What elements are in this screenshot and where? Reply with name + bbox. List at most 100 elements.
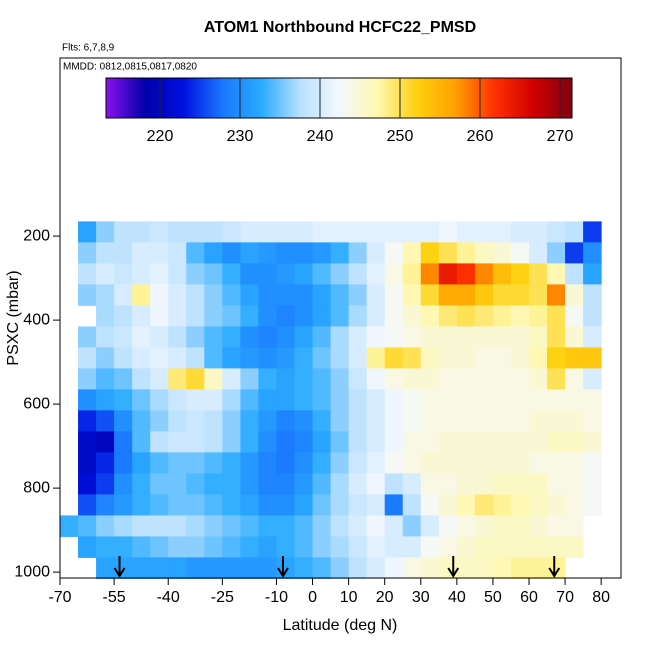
heatmap-cell (510, 221, 530, 243)
heatmap-cell (384, 536, 404, 558)
heatmap-cell (420, 368, 440, 390)
heatmap-cell (547, 242, 566, 264)
heatmap-cell (384, 284, 404, 306)
x-tick-label: -25 (211, 589, 234, 606)
heatmap-cell (565, 473, 584, 495)
heatmap-cell (96, 389, 115, 411)
heatmap-cell (78, 221, 97, 243)
heatmap-cell (222, 389, 241, 411)
heatmap-cell (438, 263, 458, 285)
heatmap-cell (258, 347, 277, 369)
heatmap-cell (258, 452, 277, 474)
heatmap-cell (492, 221, 512, 243)
heatmap-cell (240, 305, 259, 327)
heatmap-cell (150, 305, 169, 327)
heatmap-cell (402, 452, 422, 474)
heatmap-cell (168, 431, 187, 453)
heatmap-cell (222, 410, 241, 432)
heatmap-cell (420, 410, 440, 432)
heatmap-cell (529, 389, 548, 411)
heatmap-cell (474, 263, 494, 285)
heatmap-cell (547, 305, 566, 327)
heatmap-cell (78, 263, 97, 285)
heatmap-cell (510, 536, 530, 558)
heatmap-cell (258, 536, 277, 558)
heatmap-cell (402, 557, 422, 579)
colorbar-tick-label: 260 (467, 128, 494, 145)
heatmap-cell (438, 494, 458, 516)
heatmap-cell (474, 431, 494, 453)
heatmap-cell (186, 242, 205, 264)
heatmap-cell (132, 305, 151, 327)
heatmap-cell (276, 557, 296, 579)
heatmap-cell (366, 242, 386, 264)
y-tick-label: 600 (23, 395, 50, 412)
x-tick-label: -55 (103, 589, 126, 606)
heatmap-cell (547, 368, 566, 390)
heatmap-cell (330, 473, 350, 495)
heatmap-cell (474, 242, 494, 264)
heatmap-cell (330, 347, 350, 369)
heatmap-cell (150, 284, 169, 306)
heatmap-cell (420, 452, 440, 474)
heatmap-cell (583, 452, 602, 474)
heatmap-cell (438, 284, 458, 306)
heatmap-cell (565, 431, 584, 453)
heatmap-cell (168, 557, 187, 579)
heatmap-cell (474, 494, 494, 516)
heatmap-cell (366, 536, 386, 558)
heatmap-cell (186, 305, 205, 327)
heatmap-cell (583, 347, 602, 369)
heatmap-cell (583, 368, 602, 390)
heatmap-cell (186, 515, 205, 537)
heatmap-cell (366, 263, 386, 285)
heatmap-cell (402, 242, 422, 264)
annotation: MMDD: 0812,0815,0817,0820 (63, 62, 197, 73)
heatmap-cell (294, 326, 314, 348)
heatmap-cell (420, 536, 440, 558)
heatmap-cell (384, 263, 404, 285)
heatmap-cell (420, 347, 440, 369)
heatmap-cell (565, 284, 584, 306)
heatmap-cell (204, 221, 223, 243)
heatmap-cell (492, 389, 512, 411)
heatmap-cell (78, 452, 97, 474)
heatmap-cell (348, 221, 368, 243)
heatmap-cell (565, 389, 584, 411)
heatmap-cell (96, 431, 115, 453)
heatmap-cell (114, 326, 133, 348)
heatmap-cell (366, 284, 386, 306)
heatmap-cell (240, 368, 259, 390)
heatmap-cell (96, 368, 115, 390)
heatmap-cell (492, 368, 512, 390)
heatmap-cell (258, 494, 277, 516)
heatmap-cell (258, 410, 277, 432)
heatmap-cell (547, 410, 566, 432)
heatmap-cell (456, 410, 476, 432)
heatmap-cell (168, 284, 187, 306)
heatmap-cell (384, 242, 404, 264)
heatmap-cell (474, 221, 494, 243)
heatmap-cell (402, 263, 422, 285)
heatmap-cell (168, 305, 187, 327)
heatmap-cell (150, 557, 169, 579)
heatmap-cell (258, 326, 277, 348)
heatmap-cell (258, 389, 277, 411)
heatmap-cell (186, 221, 205, 243)
heatmap-cell (438, 536, 458, 558)
y-tick-label: 400 (23, 311, 50, 328)
heatmap-cell (294, 368, 314, 390)
heatmap-cell (150, 263, 169, 285)
heatmap-cell (240, 221, 259, 243)
heatmap-cell (240, 515, 259, 537)
heatmap-cell (276, 263, 296, 285)
heatmap-cell (492, 473, 512, 495)
heatmap-cell (583, 242, 602, 264)
heatmap-cell (492, 452, 512, 474)
heatmap-cell (348, 452, 368, 474)
heatmap-cell (583, 221, 602, 243)
heatmap-cell (492, 515, 512, 537)
heatmap-cell (294, 347, 314, 369)
heatmap-cell (78, 473, 97, 495)
heatmap-cell (114, 536, 133, 558)
